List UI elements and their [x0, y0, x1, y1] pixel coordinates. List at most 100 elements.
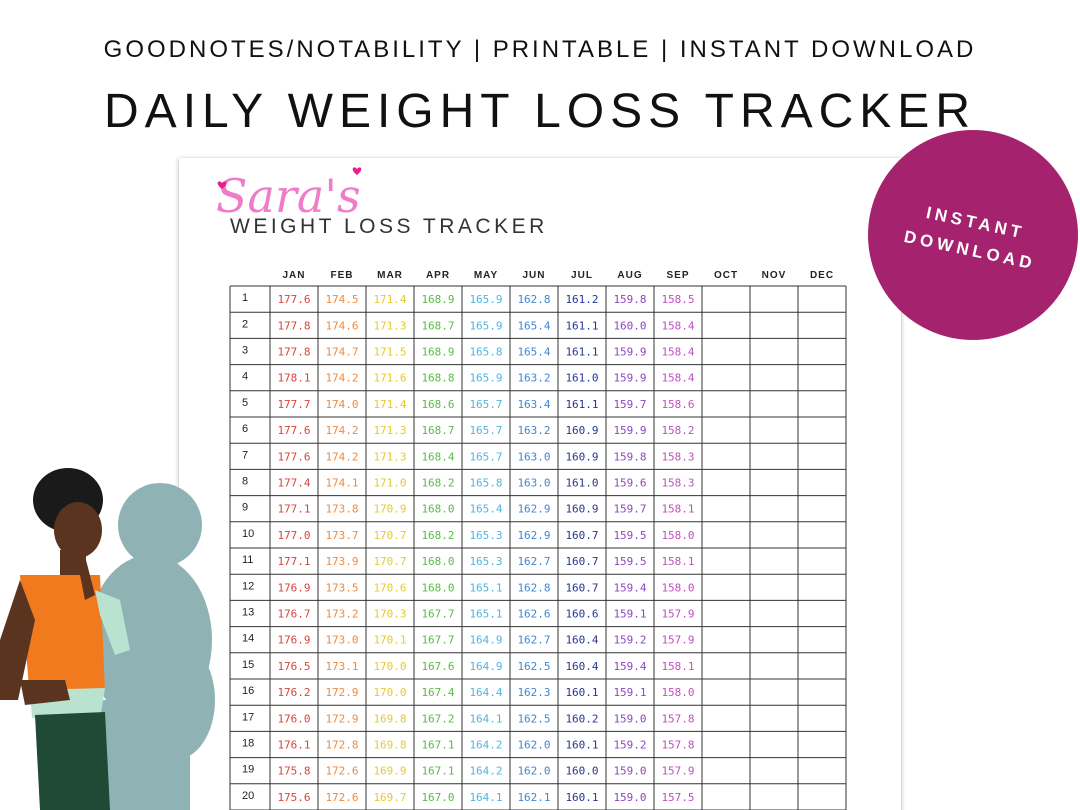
day-label: 6 [242, 423, 248, 435]
weight-entry: 162.0 [517, 739, 550, 752]
weight-entry: 174.1 [325, 477, 358, 490]
weight-entry: 171.4 [373, 398, 406, 411]
illustration [0, 468, 215, 810]
month-header: FEB [331, 270, 354, 281]
weight-entry: 160.2 [565, 712, 598, 725]
weight-entry: 160.4 [565, 660, 598, 673]
weight-entry: 158.3 [661, 450, 694, 463]
weight-entry: 163.2 [517, 424, 550, 437]
weight-entry: 171.4 [373, 293, 406, 306]
weight-entry: 173.1 [325, 660, 358, 673]
weight-entry: 165.4 [517, 346, 550, 359]
weight-entry: 177.0 [277, 529, 310, 542]
weight-entry: 162.5 [517, 712, 550, 725]
day-label: 8 [242, 476, 248, 488]
weight-entry: 170.6 [373, 581, 406, 594]
weight-entry: 165.9 [469, 319, 502, 332]
weight-entry: 162.9 [517, 529, 550, 542]
weight-entry: 159.4 [613, 581, 646, 594]
month-header: MAY [474, 270, 498, 281]
weight-entry: 162.5 [517, 660, 550, 673]
day-label: 3 [242, 345, 248, 357]
month-header: AUG [617, 270, 642, 281]
weight-entry: 165.7 [469, 450, 502, 463]
weight-entry: 170.7 [373, 529, 406, 542]
weight-entry: 170.9 [373, 503, 406, 516]
weight-entry: 157.9 [661, 765, 694, 778]
sheet [179, 158, 901, 810]
weight-entry: 165.3 [469, 555, 502, 568]
weight-entry: 160.1 [565, 686, 598, 699]
weight-entry: 175.8 [277, 765, 310, 778]
weight-entry: 159.0 [613, 712, 646, 725]
weight-entry: 161.1 [565, 398, 598, 411]
weight-entry: 158.1 [661, 503, 694, 516]
month-header: NOV [762, 270, 787, 281]
weight-entry: 164.2 [469, 765, 502, 778]
month-header: MAR [377, 270, 403, 281]
woman [0, 468, 130, 810]
weight-entry: 171.3 [373, 424, 406, 437]
weight-entry: 178.1 [277, 372, 310, 385]
weight-entry: 160.6 [565, 608, 598, 621]
weight-entry: 159.5 [613, 529, 646, 542]
weight-entry: 159.0 [613, 791, 646, 804]
weight-entry: 160.7 [565, 581, 598, 594]
weight-entry: 165.9 [469, 293, 502, 306]
weight-entry: 165.9 [469, 372, 502, 385]
weight-entry: 174.2 [325, 372, 358, 385]
month-header: JUL [571, 270, 593, 281]
weight-entry: 174.0 [325, 398, 358, 411]
weight-entry: 164.1 [469, 791, 502, 804]
weight-entry: 161.0 [565, 477, 598, 490]
weight-entry: 160.9 [565, 450, 598, 463]
weight-entry: 167.6 [421, 660, 454, 673]
weight-entry: 177.8 [277, 346, 310, 359]
day-label: 10 [242, 528, 254, 540]
weight-entry: 158.4 [661, 346, 694, 359]
weight-entry: 163.2 [517, 372, 550, 385]
weight-entry: 165.7 [469, 424, 502, 437]
weight-entry: 159.6 [613, 477, 646, 490]
weight-entry: 164.2 [469, 739, 502, 752]
weight-entry: 158.2 [661, 424, 694, 437]
weight-entry: 158.0 [661, 581, 694, 594]
weight-entry: 169.7 [373, 791, 406, 804]
weight-entry: 160.1 [565, 739, 598, 752]
weight-entry: 162.8 [517, 293, 550, 306]
weight-entry: 174.7 [325, 346, 358, 359]
weight-entry: 168.2 [421, 477, 454, 490]
weight-entry: 160.7 [565, 555, 598, 568]
weight-entry: 176.7 [277, 608, 310, 621]
weight-entry: 157.9 [661, 608, 694, 621]
weight-entry: 163.0 [517, 477, 550, 490]
weight-entry: 168.0 [421, 503, 454, 516]
weight-entry: 173.7 [325, 529, 358, 542]
weight-entry: 159.5 [613, 555, 646, 568]
weight-entry: 162.3 [517, 686, 550, 699]
weight-entry: 160.9 [565, 503, 598, 516]
weight-entry: 170.0 [373, 686, 406, 699]
weight-entry: 158.1 [661, 555, 694, 568]
weight-entry: 158.0 [661, 686, 694, 699]
weight-entry: 167.2 [421, 712, 454, 725]
weight-entry: 167.4 [421, 686, 454, 699]
day-label: 18 [242, 738, 254, 750]
weight-entry: 161.1 [565, 346, 598, 359]
day-label: 17 [242, 711, 254, 723]
weight-entry: 174.5 [325, 293, 358, 306]
month-header: JAN [282, 270, 305, 281]
month-header: DEC [810, 270, 834, 281]
weight-entry: 167.1 [421, 739, 454, 752]
weight-entry: 159.1 [613, 686, 646, 699]
weight-entry: 165.8 [469, 477, 502, 490]
weight-entry: 168.7 [421, 424, 454, 437]
weight-entry: 160.7 [565, 529, 598, 542]
weight-entry: 160.1 [565, 791, 598, 804]
weight-entry: 165.3 [469, 529, 502, 542]
weight-entry: 165.4 [469, 503, 502, 516]
day-label: 13 [242, 607, 254, 619]
weight-entry: 171.6 [373, 372, 406, 385]
sheet-name: Sara's [216, 169, 361, 223]
weight-entry: 177.7 [277, 398, 310, 411]
